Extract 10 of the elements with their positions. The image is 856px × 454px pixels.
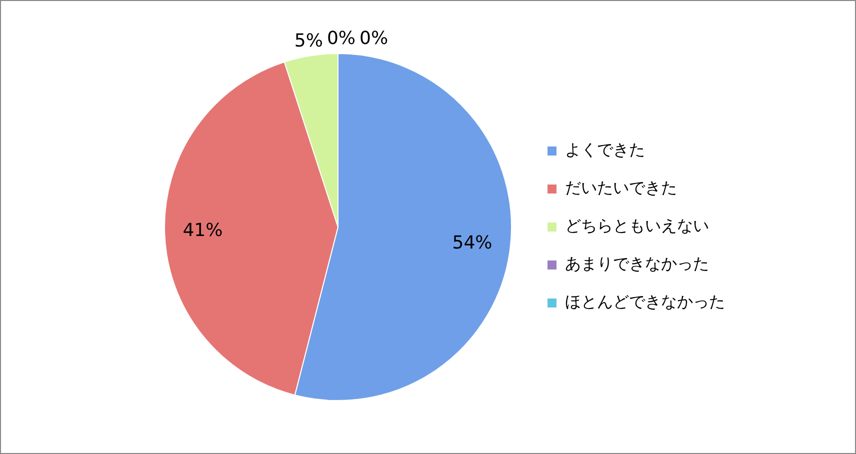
legend-label: ほとんどできなかった	[565, 292, 725, 312]
data-label: 54%	[452, 232, 492, 254]
legend-label: よくできた	[565, 140, 645, 160]
data-label: 5%	[294, 30, 323, 52]
data-label: 41%	[182, 220, 223, 241]
text: 0%	[360, 28, 388, 50]
legend-label: だいたいできた	[565, 178, 677, 198]
legend-label: どちらともいえない	[565, 216, 709, 236]
text: 0%	[326, 28, 356, 50]
legend-label: あまりできなかった	[565, 254, 709, 274]
